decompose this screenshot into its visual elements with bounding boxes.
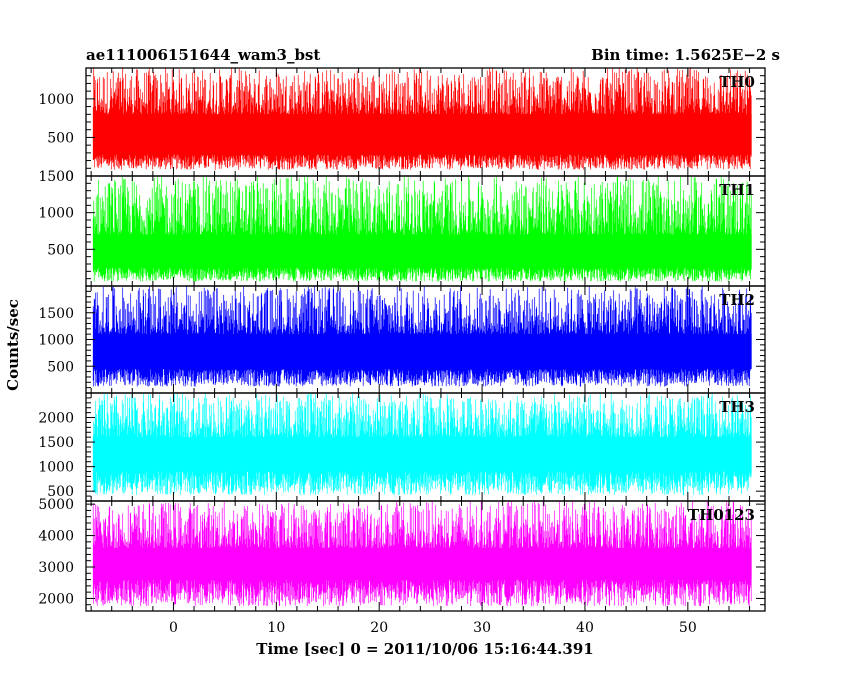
- y-tick-label: 1000: [38, 333, 74, 349]
- panel-label-th0: TH0: [719, 73, 755, 91]
- x-axis: 0 10 20 30 40 50: [169, 620, 697, 636]
- chart-title-left: ae111006151644_wam3_bst: [86, 46, 320, 64]
- series-body-th2: [93, 334, 752, 369]
- y-tick-label: 1000: [38, 92, 74, 108]
- y-tick-label: 1500: [38, 169, 74, 185]
- y-tick-label: 1000: [38, 460, 74, 476]
- y-tick-label: 1500: [38, 435, 74, 451]
- panels-group: 50010000TH050010001500TH150010001500TH25…: [38, 67, 766, 612]
- y-tick-label: 0: [65, 169, 74, 185]
- panel-frame: [85, 500, 766, 612]
- x-tick-label: 0: [169, 620, 178, 636]
- y-axis-label: Counts/sec: [4, 299, 22, 391]
- y-tick-label: 3000: [38, 560, 74, 576]
- y-tick-label: 2000: [38, 591, 74, 607]
- panel-th0123: 2000 3000 4000 5000 TH0123: [38, 497, 766, 612]
- series-body-th3: [93, 437, 752, 472]
- x-tick-label: 50: [679, 620, 697, 636]
- panel-label-th0123: TH0123: [688, 506, 755, 524]
- x-tick-label: 40: [576, 620, 594, 636]
- y-tick-label: 500: [47, 242, 74, 258]
- x-tick-label: 30: [473, 620, 491, 636]
- series-body-th0123: [93, 548, 752, 580]
- series-body-th0: [93, 114, 752, 155]
- y-tick-label: 1000: [38, 206, 74, 222]
- y-tick-label: 500: [47, 130, 74, 146]
- y-tick-label: 1500: [38, 306, 74, 322]
- panel-label-th3: TH3: [719, 398, 755, 416]
- y-tick-label: 500: [47, 484, 74, 500]
- x-tick-label: 20: [370, 620, 388, 636]
- panel-th3: 500 1000 1500 2000 TH3: [38, 392, 766, 502]
- y-tick-label: 4000: [38, 529, 74, 545]
- x-tick-label: 10: [267, 620, 285, 636]
- y-tick-label: 500: [47, 359, 74, 375]
- y-tick-label: 5000: [38, 497, 74, 513]
- y-tick-label: 2000: [38, 411, 74, 427]
- panel-th0: 500 1000 0 TH0: [38, 67, 766, 185]
- panel-th2: 500 1000 1500 TH2: [38, 285, 766, 394]
- panel-label-th2: TH2: [719, 291, 755, 309]
- chart-title-right: Bin time: 1.5625E−2 s: [591, 46, 780, 64]
- x-axis-label: Time [sec] 0 = 2011/10/06 15:16:44.391: [256, 640, 593, 658]
- series-body-th1: [93, 234, 752, 268]
- panel-label-th1: TH1: [719, 181, 755, 199]
- panel-th1: 500 1000 1500 TH1: [38, 169, 766, 287]
